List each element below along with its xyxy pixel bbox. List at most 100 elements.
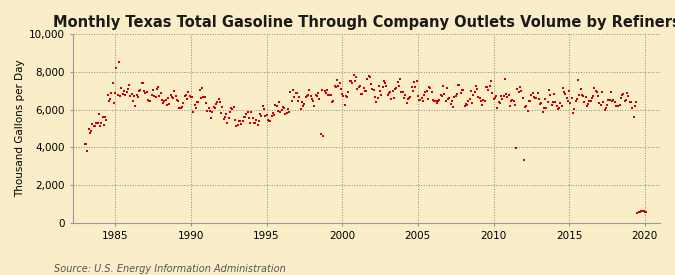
- Point: [254, 119, 265, 123]
- Point: [446, 101, 456, 106]
- Point: [113, 60, 124, 65]
- Point: [308, 99, 319, 104]
- Point: [638, 209, 649, 213]
- Point: [398, 96, 409, 101]
- Point: [285, 90, 296, 94]
- Point: [628, 114, 639, 119]
- Point: [517, 96, 528, 100]
- Point: [155, 91, 166, 95]
- Point: [444, 95, 455, 100]
- Point: [136, 81, 147, 85]
- Point: [163, 96, 173, 100]
- Point: [223, 116, 234, 120]
- Point: [206, 116, 217, 120]
- Point: [369, 88, 379, 92]
- Point: [245, 120, 256, 125]
- Point: [585, 98, 596, 103]
- Point: [222, 120, 233, 125]
- Point: [87, 121, 98, 126]
- Point: [202, 108, 213, 113]
- Point: [216, 111, 227, 115]
- Point: [183, 90, 194, 94]
- Point: [134, 89, 144, 94]
- Point: [160, 98, 171, 102]
- Point: [540, 97, 551, 101]
- Point: [552, 107, 563, 111]
- Point: [318, 134, 329, 138]
- Point: [456, 88, 467, 92]
- Point: [533, 90, 543, 95]
- Point: [420, 90, 431, 94]
- Point: [617, 93, 628, 97]
- Point: [411, 79, 422, 83]
- Point: [283, 107, 294, 111]
- Point: [346, 79, 356, 84]
- Point: [416, 96, 427, 100]
- Point: [117, 92, 128, 96]
- Point: [234, 119, 244, 123]
- Point: [356, 92, 367, 96]
- Point: [589, 86, 600, 90]
- Point: [154, 94, 165, 98]
- Point: [129, 94, 140, 98]
- Point: [242, 109, 253, 114]
- Point: [217, 105, 227, 110]
- Point: [186, 95, 196, 99]
- Point: [430, 99, 441, 103]
- Point: [531, 96, 542, 100]
- Point: [292, 90, 302, 95]
- Point: [560, 92, 571, 97]
- Point: [128, 99, 138, 103]
- Point: [562, 96, 572, 100]
- Point: [501, 92, 512, 96]
- Point: [537, 110, 548, 114]
- Point: [145, 99, 156, 103]
- Point: [448, 105, 458, 109]
- Point: [141, 90, 152, 95]
- Point: [130, 104, 141, 108]
- Point: [630, 100, 641, 104]
- Point: [391, 86, 402, 90]
- Point: [418, 98, 429, 103]
- Point: [477, 102, 487, 107]
- Point: [112, 93, 123, 97]
- Point: [383, 91, 394, 95]
- Point: [634, 210, 645, 214]
- Point: [306, 97, 317, 101]
- Point: [357, 92, 368, 96]
- Point: [396, 90, 407, 95]
- Point: [350, 79, 360, 83]
- Point: [382, 93, 393, 97]
- Point: [435, 93, 446, 97]
- Point: [466, 89, 477, 94]
- Point: [289, 95, 300, 99]
- Point: [629, 104, 640, 108]
- Point: [456, 91, 466, 95]
- Point: [236, 122, 246, 127]
- Point: [184, 94, 195, 98]
- Point: [265, 119, 275, 123]
- Point: [433, 99, 443, 103]
- Point: [151, 87, 162, 92]
- Point: [381, 83, 392, 88]
- Point: [270, 103, 281, 107]
- Point: [92, 121, 103, 125]
- Point: [111, 66, 122, 70]
- Point: [121, 90, 132, 94]
- Point: [275, 110, 286, 114]
- Point: [348, 73, 359, 77]
- Point: [454, 82, 465, 87]
- Point: [153, 85, 163, 90]
- Point: [434, 98, 445, 102]
- Point: [425, 86, 436, 90]
- Point: [595, 103, 606, 108]
- Point: [294, 94, 304, 99]
- Point: [421, 89, 432, 93]
- Point: [372, 96, 383, 100]
- Point: [309, 104, 320, 108]
- Point: [478, 98, 489, 103]
- Point: [165, 93, 176, 97]
- Text: Source: U.S. Energy Information Administration: Source: U.S. Energy Information Administ…: [54, 264, 286, 274]
- Point: [360, 89, 371, 93]
- Point: [295, 107, 306, 111]
